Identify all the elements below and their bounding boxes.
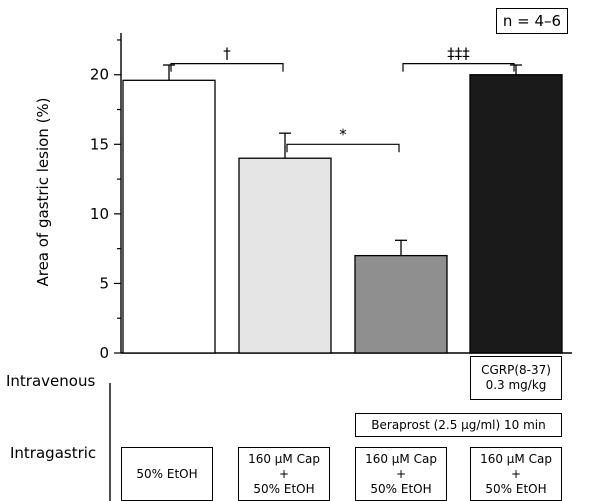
intragastric-box-3-line2: + [395,466,407,481]
bar [354,254,448,354]
intragastric-box-2: 160 µM Cap + 50% EtOH [238,447,330,501]
intragastric-row-label: Intragastric [10,444,97,462]
intravenous-cgrp-box: CGRP(8-37) 0.3 mg/kg [470,356,562,400]
intragastric-box-2-line3: 50% EtOH [253,481,315,496]
y-tick-label: 0 [99,344,109,362]
intragastric-box-1-line1: 50% EtOH [136,466,198,481]
bar [238,157,332,354]
intragastric-box-2-line2: + [278,466,290,481]
error-bars [163,64,522,256]
intravenous-cgrp-line1: CGRP(8-37) [481,363,551,377]
significance-symbol: * [339,125,347,143]
intragastric-box-4-line1: 160 µM Cap [480,451,552,466]
intragastric-box-3-line3: 50% EtOH [370,481,432,496]
significance-symbol: ‡‡‡ [447,45,470,63]
y-tick-label: 20 [90,66,109,84]
bars [122,74,563,354]
bar [469,74,563,354]
intragastric-box-4-line2: + [510,466,522,481]
intragastric-box-3-line1: 160 µM Cap [365,451,437,466]
intragastric-box-2-line1: 160 µM Cap [248,451,320,466]
significance-symbol: † [223,45,231,63]
y-tick-label: 5 [99,274,109,292]
sample-size-label: n = 4–6 [496,8,568,34]
significance-brackets: † * ‡‡‡ [170,45,515,153]
y-tick-label: 10 [90,205,109,223]
y-tick-label: 15 [90,135,109,153]
intragastric-box-1: 50% EtOH [121,447,213,501]
intravenous-row-label: Intravenous [6,372,96,390]
intravenous-cgrp-line2: 0.3 mg/kg [485,378,547,392]
intragastric-box-4-line3: 50% EtOH [485,481,547,496]
significance-bracket [402,63,515,72]
bar [122,79,216,354]
y-axis-label: Area of gastric lesion (%) [34,97,52,286]
beraprost-box: Beraprost (2.5 µg/ml) 10 min [355,413,562,437]
intragastric-box-3: 160 µM Cap + 50% EtOH [355,447,447,501]
significance-bracket [286,143,400,153]
significance-bracket [170,63,284,72]
intragastric-box-4: 160 µM Cap + 50% EtOH [470,447,562,501]
